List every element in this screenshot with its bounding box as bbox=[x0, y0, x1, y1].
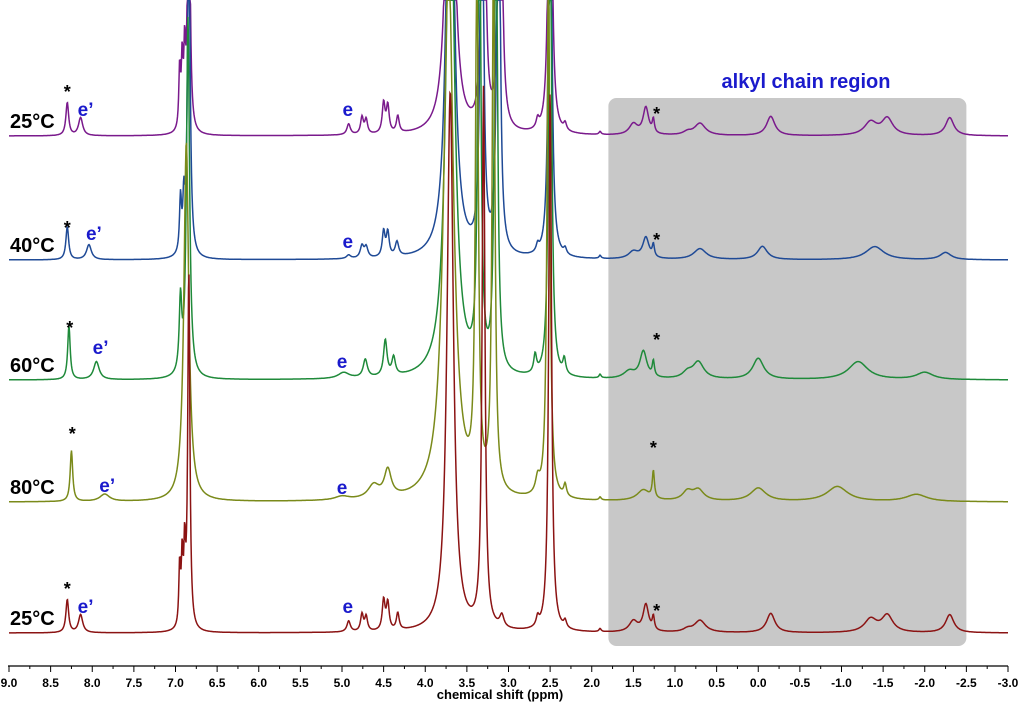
x-tick-label: 5.5 bbox=[292, 676, 309, 690]
impurity-star-label: * bbox=[64, 218, 71, 238]
impurity-star-label: * bbox=[64, 82, 71, 102]
x-tick-label: -1.0 bbox=[831, 676, 852, 690]
x-tick-label: -1.5 bbox=[873, 676, 894, 690]
impurity-star-label: * bbox=[66, 318, 73, 338]
temperature-label: 40°C bbox=[10, 235, 55, 257]
peak-e-prime-label: e’ bbox=[99, 476, 115, 497]
peak-e-label: e bbox=[337, 352, 348, 373]
x-tick-label: 8.0 bbox=[84, 676, 101, 690]
alkyl-chain-region-label: alkyl chain region bbox=[722, 71, 891, 93]
temperature-label: 25°C bbox=[10, 111, 55, 133]
x-tick-label: -0.5 bbox=[790, 676, 811, 690]
x-tick-label: 8.5 bbox=[42, 676, 59, 690]
peak-e-prime-label: e’ bbox=[78, 597, 94, 618]
x-tick-label: 0.0 bbox=[750, 676, 767, 690]
spectrum-line-1 bbox=[9, 0, 1008, 261]
peak-e-prime-label: e’ bbox=[86, 224, 102, 245]
alkyl-chain-region-box bbox=[608, 98, 967, 646]
spectrum-line-3 bbox=[9, 0, 1008, 503]
x-tick-label: 7.0 bbox=[167, 676, 184, 690]
x-axis-label: chemical shift (ppm) bbox=[437, 687, 563, 702]
impurity-star-label: * bbox=[653, 601, 660, 621]
x-tick-label: 3.0 bbox=[500, 676, 517, 690]
impurity-star-label: * bbox=[653, 330, 660, 350]
x-tick-label: 3.5 bbox=[459, 676, 476, 690]
annotations-group: 25°C 40°C 60°C 80°C 25°C * e’ e * * e’ e * * e’ e * * e’ e *… bbox=[10, 82, 660, 630]
spectrum-line-0 bbox=[9, 0, 1008, 137]
peak-e-label: e bbox=[343, 232, 354, 253]
peak-e-prime-label: e’ bbox=[78, 100, 94, 121]
spectrum-line-2 bbox=[9, 0, 1008, 381]
x-tick-label: -2.5 bbox=[956, 676, 977, 690]
x-tick-label: 2.0 bbox=[583, 676, 600, 690]
x-tick-label: 6.5 bbox=[209, 676, 226, 690]
x-tick-label: 6.0 bbox=[250, 676, 267, 690]
x-tick-label: 1.0 bbox=[667, 676, 684, 690]
x-tick-label: 5.0 bbox=[334, 676, 351, 690]
impurity-star-label: * bbox=[653, 230, 660, 250]
peak-e-label: e bbox=[343, 100, 354, 121]
x-tick-label: 4.0 bbox=[417, 676, 434, 690]
impurity-star-label: * bbox=[64, 579, 71, 599]
impurity-star-label: * bbox=[69, 424, 76, 444]
x-tick-label: 9.0 bbox=[1, 676, 18, 690]
temperature-label: 80°C bbox=[10, 477, 55, 499]
x-tick-label: 2.5 bbox=[542, 676, 559, 690]
impurity-star-label: * bbox=[650, 438, 657, 458]
x-tick-label: -3.0 bbox=[998, 676, 1019, 690]
temperature-label: 25°C bbox=[10, 608, 55, 630]
impurity-star-label: * bbox=[653, 104, 660, 124]
temperature-label: 60°C bbox=[10, 355, 55, 377]
x-tick-label: 0.5 bbox=[708, 676, 725, 690]
x-tick-label: -2.0 bbox=[914, 676, 935, 690]
peak-e-label: e bbox=[337, 478, 348, 499]
spectra-group bbox=[9, 0, 1008, 634]
x-tick-label: 1.5 bbox=[625, 676, 642, 690]
x-tick-label: 4.5 bbox=[375, 676, 392, 690]
x-axis: 9.0 8.5 8.0 7.5 7.0 6.5 6.0 5.5 5.0 4.5 4.0 3.5 3.0 2… bbox=[1, 665, 1019, 690]
spectrum-line-4 bbox=[9, 85, 1008, 634]
x-tick-label: 7.5 bbox=[126, 676, 143, 690]
peak-e-label: e bbox=[343, 597, 354, 618]
peak-e-prime-label: e’ bbox=[93, 338, 109, 359]
